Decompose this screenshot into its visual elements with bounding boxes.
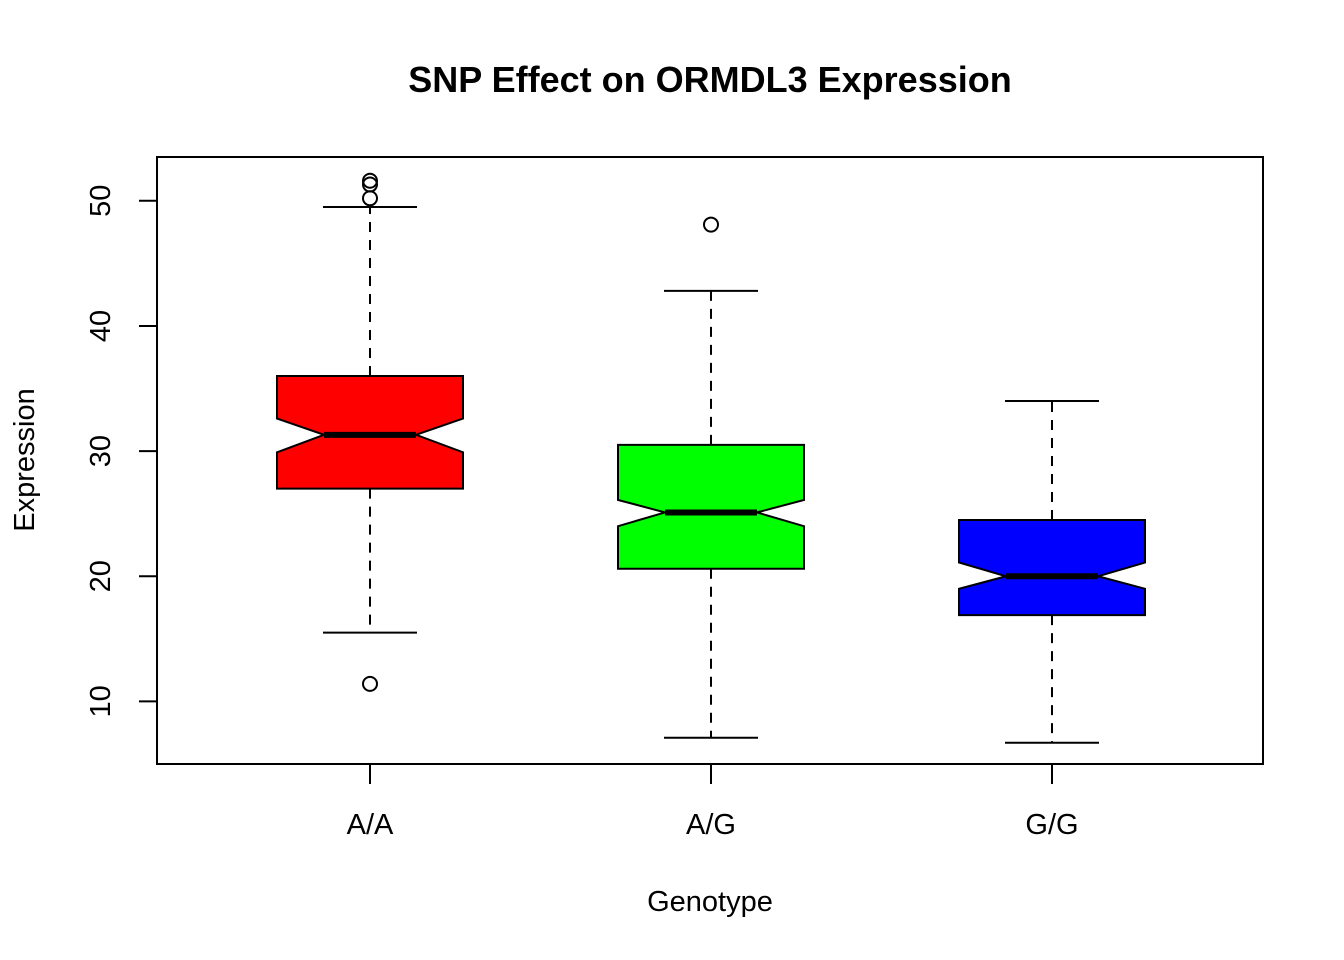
y-axis-label: Expression	[9, 388, 41, 531]
notched-box	[617, 443, 805, 570]
x-axis: A/A A/G G/G	[347, 764, 1079, 841]
notched-box	[958, 518, 1146, 617]
y-axis: 10 20 30 40 50	[85, 185, 158, 718]
chart-title: SNP Effect on ORMDL3 Expression	[408, 59, 1011, 100]
x-tick-label: A/A	[347, 809, 394, 841]
y-tick-label: 50	[85, 185, 117, 217]
x-axis-label: Genotype	[647, 886, 773, 918]
y-tick-label: 30	[85, 435, 117, 467]
y-tick-label: 40	[85, 310, 117, 342]
outlier-point	[362, 675, 378, 692]
y-tick-label: 10	[85, 685, 117, 717]
y-tick-label: 20	[85, 560, 117, 592]
box-group-aa	[276, 172, 464, 692]
box-group-gg	[958, 400, 1146, 744]
x-tick-label: G/G	[1025, 809, 1078, 841]
x-tick-label: A/G	[686, 809, 736, 841]
outlier-point	[362, 190, 378, 207]
outlier-point	[703, 216, 719, 233]
boxes	[276, 172, 1146, 744]
outlier-point	[362, 172, 378, 189]
box-group-ag	[617, 216, 805, 739]
